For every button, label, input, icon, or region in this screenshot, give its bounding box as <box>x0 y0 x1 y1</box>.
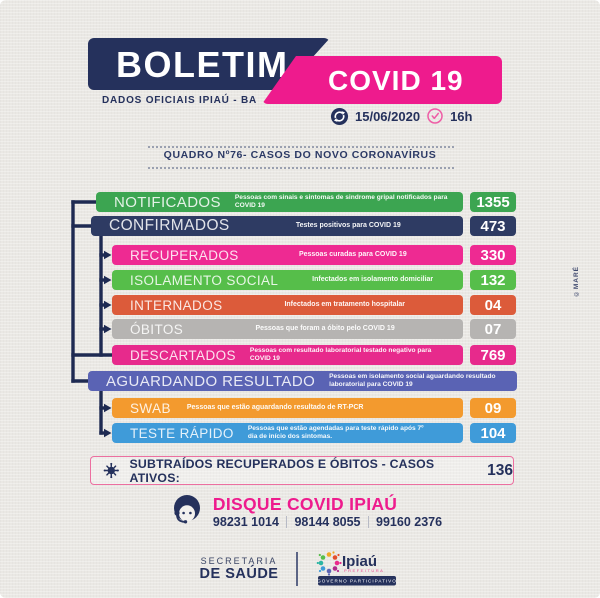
clock-check-icon <box>427 108 443 124</box>
stat-value: 769 <box>470 345 516 365</box>
update-icon <box>330 107 349 125</box>
boletim-banner: BOLETIM <box>88 38 330 90</box>
active-cases-box: SUBTRAÍDOS RECUPERADOS E ÓBITOS - CASOS … <box>90 456 514 485</box>
stat-value: 07 <box>470 319 516 339</box>
stat-bar: TESTE RÁPIDO Pessoas que estão agendadas … <box>112 423 463 443</box>
stat-bar: INTERNADOS Infectados em tratamento hospi… <box>112 295 463 315</box>
stat-label: AGUARDANDO RESULTADO <box>106 372 316 390</box>
phone-number: 98144 8055 <box>294 515 361 529</box>
stat-value: 132 <box>470 270 516 290</box>
stat-description: Testes positivos para COVID 19 <box>295 222 401 230</box>
stat-bar: ISOLAMENTO SOCIAL Infectados em isolament… <box>112 270 463 290</box>
logo-city-tag: PREFEITURA <box>344 568 384 573</box>
stat-bar: DESCARTADOS Pessoas com resultado laborat… <box>112 345 463 365</box>
stat-bar: CONFIRMADOS Testes positivos para COVID 1… <box>91 216 463 236</box>
stat-label: CONFIRMADOS <box>109 217 230 234</box>
stat-bar: AGUARDANDO RESULTADO Pessoas em isolament… <box>88 371 517 391</box>
stat-row-swab: SWAB Pessoas que estão aguardando resulta… <box>112 398 516 418</box>
ipiau-city-logo: Ipiaú PREFEITURA GOVERNO PARTICIPATIVO <box>317 551 398 586</box>
stat-label: DESCARTADOS <box>130 347 236 363</box>
stat-row-notificados: NOTIFICADOS Pessoas com sinais e sintomas… <box>96 192 516 212</box>
dotted-divider-bottom <box>148 167 454 169</box>
stat-value: 04 <box>470 295 516 315</box>
date-text: 15/06/2020 <box>355 108 421 124</box>
artist-watermark: ©MARÉ <box>573 266 580 298</box>
stat-description: Pessoas que estão aguardando resultado d… <box>186 404 364 412</box>
logo-city-name: Ipiaú <box>342 553 377 570</box>
stat-value: 330 <box>470 245 516 265</box>
stat-value: 104 <box>470 423 516 443</box>
dept-line1: SECRETARIA <box>200 556 278 566</box>
stat-row-obitos: ÓBITOS Pessoas que foram a óbito pelo COV… <box>112 319 516 339</box>
covid-banner: COVID 19 <box>262 56 502 104</box>
stat-label: TESTE RÁPIDO <box>130 425 234 441</box>
date-time-row: 15/06/2020 16h <box>330 106 472 126</box>
active-cases-label: SUBTRAÍDOS RECUPERADOS E ÓBITOS - CASOS … <box>129 456 435 485</box>
stat-description: Infectados em isolamento domiciliar <box>312 276 434 284</box>
stat-value: 473 <box>470 216 516 236</box>
phone-separator <box>367 516 370 528</box>
stat-row-internados: INTERNADOS Infectados em tratamento hospi… <box>112 295 516 315</box>
stat-bar: RECUPERADOS Pessoas curadas para COVID 19 <box>112 245 463 265</box>
official-data-tagline: DADOS OFICIAIS IPIAÚ - BA <box>102 95 258 106</box>
hotline-title: DISQUE COVID IPIAÚ <box>212 494 398 514</box>
stat-bar: NOTIFICADOS Pessoas com sinais e sintomas… <box>96 192 463 212</box>
stat-description: Pessoas com sinais e sintomas de sindrom… <box>234 194 448 209</box>
time-text: 16h <box>450 108 473 124</box>
covid-title: COVID 19 <box>328 65 464 96</box>
hotline-text-block: DISQUE COVID IPIAÚ 98231 1014 98144 8055… <box>212 494 442 530</box>
stat-row-aguardando-resultado: AGUARDANDO RESULTADO Pessoas em isolament… <box>88 371 517 391</box>
logo-flower-dots <box>317 551 343 576</box>
stat-bar: ÓBITOS Pessoas que foram a óbito pelo COV… <box>112 319 463 339</box>
hotline-phones: 98231 1014 98144 8055 99160 2376 <box>213 515 442 529</box>
call-operator-icon <box>173 495 200 524</box>
footer: SECRETARIA DE SAÚDE Ipiaú PREFEITURA GOV… <box>0 548 600 590</box>
stat-value: 1355 <box>470 192 516 212</box>
virus-icon <box>103 462 119 479</box>
stat-row-confirmados: CONFIRMADOS Testes positivos para COVID 1… <box>91 216 516 236</box>
stat-row-recuperados: RECUPERADOS Pessoas curadas para COVID 19… <box>112 245 516 265</box>
active-cases-value: 136 <box>487 461 513 479</box>
stat-label: NOTIFICADOS <box>114 193 221 211</box>
section-title: QUADRO Nº76- CASOS DO NOVO CORONAVÍRUS <box>163 149 437 161</box>
footer-divider <box>296 552 299 586</box>
boletim-title: BOLETIM <box>116 44 289 85</box>
dotted-divider-top <box>148 146 454 148</box>
stat-description: Infectados em tratamento hospitalar <box>284 301 406 309</box>
dept-line2: DE SAÚDE <box>199 566 279 582</box>
stat-label: ISOLAMENTO SOCIAL <box>130 272 279 288</box>
stat-description: Pessoas em isolamento social aguardando … <box>329 373 496 388</box>
stat-description: Pessoas que foram a óbito pelo COVID 19 <box>255 325 395 333</box>
phone-number: 98231 1014 <box>212 515 279 529</box>
health-department-label: SECRETARIA DE SAÚDE <box>200 556 279 582</box>
stat-description: Pessoas com resultado laboratorial testa… <box>249 347 432 362</box>
phone-separator <box>285 516 288 528</box>
stat-bar: SWAB Pessoas que estão aguardando resulta… <box>112 398 463 418</box>
stat-value: 09 <box>470 398 516 418</box>
stat-label: RECUPERADOS <box>130 247 239 263</box>
stat-row-descartados: DESCARTADOS Pessoas com resultado laborat… <box>112 345 516 365</box>
hotline-section: DISQUE COVID IPIAÚ 98231 1014 98144 8055… <box>6 494 600 530</box>
logo-badge-text: GOVERNO PARTICIPATIVO <box>318 579 398 584</box>
stat-row-teste-rapido: TESTE RÁPIDO Pessoas que estão agendadas … <box>112 423 516 443</box>
stat-row-isolamento-social: ISOLAMENTO SOCIAL Infectados em isolament… <box>112 270 516 290</box>
stat-label: INTERNADOS <box>130 297 223 313</box>
phone-number: 99160 2376 <box>376 515 443 529</box>
stat-description: Pessoas curadas para COVID 19 <box>298 251 407 259</box>
stat-label: ÓBITOS <box>130 321 184 337</box>
stat-description: Pessoas que estão agendadas para teste r… <box>247 425 424 440</box>
stat-label: SWAB <box>130 400 171 416</box>
